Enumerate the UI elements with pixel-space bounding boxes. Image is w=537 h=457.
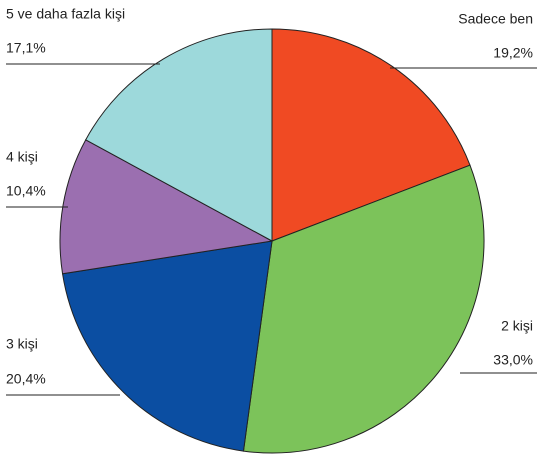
pie-slice [61,240,273,452]
slice-value-label: 33,0% [493,352,533,368]
pie-slice [59,139,274,275]
slice-value-label: 20,4% [6,371,46,387]
slice-label: 5 ve daha fazla kişi [6,6,125,22]
slice-label: 3 kişi [6,336,38,352]
slice-label: 2 kişi [501,318,533,334]
pie-slice [242,164,485,454]
slice-label: 4 kişi [6,149,38,165]
slice-value-label: 10,4% [6,183,46,199]
slice-value-label: 17,1% [6,40,46,56]
pie-slice [85,28,273,242]
pie-slice [271,28,471,242]
slice-label: Sadece ben [458,11,533,27]
slice-value-label: 19,2% [493,45,533,61]
